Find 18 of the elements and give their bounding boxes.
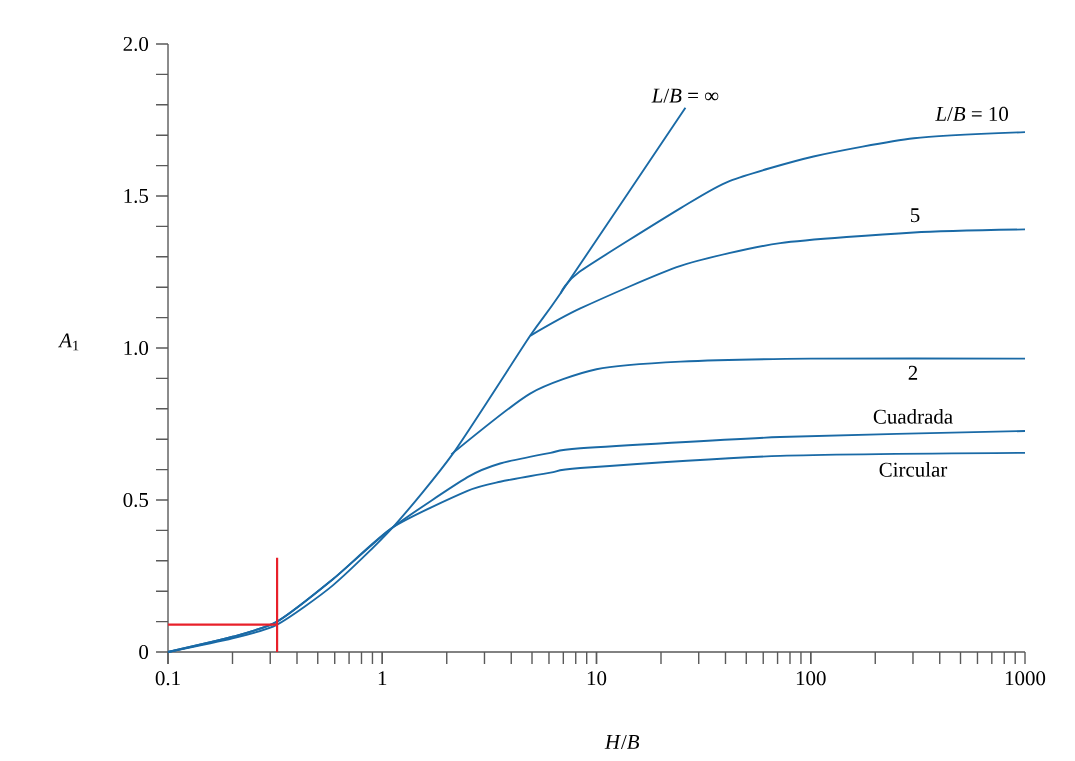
y-tick-label: 0: [139, 644, 149, 660]
series-label: L/B = 10: [935, 106, 1008, 121]
y-tick-label: 1.0: [124, 340, 149, 356]
y-tick-label: 0.5: [123, 492, 149, 508]
y-tick-label: 1.5: [124, 188, 149, 204]
series-label: 2: [908, 365, 918, 380]
y-tick-label: 2.0: [123, 36, 149, 52]
x-tick-label: 0.1: [155, 671, 180, 686]
x-tick-label: 1000: [1005, 671, 1046, 686]
x-tick-label: 10: [587, 671, 607, 686]
y-axis-title: A$_{1}$: [57, 333, 79, 351]
x-tick-label: 1: [378, 671, 387, 685]
series-label: Circular: [879, 462, 948, 477]
series-label: 5: [910, 208, 920, 223]
x-axis-title: H/B: [604, 734, 640, 749]
series-label: L/B = ∞: [651, 88, 719, 103]
x-tick-label: 100: [796, 671, 826, 686]
series-label: Cuadrada: [873, 409, 953, 424]
